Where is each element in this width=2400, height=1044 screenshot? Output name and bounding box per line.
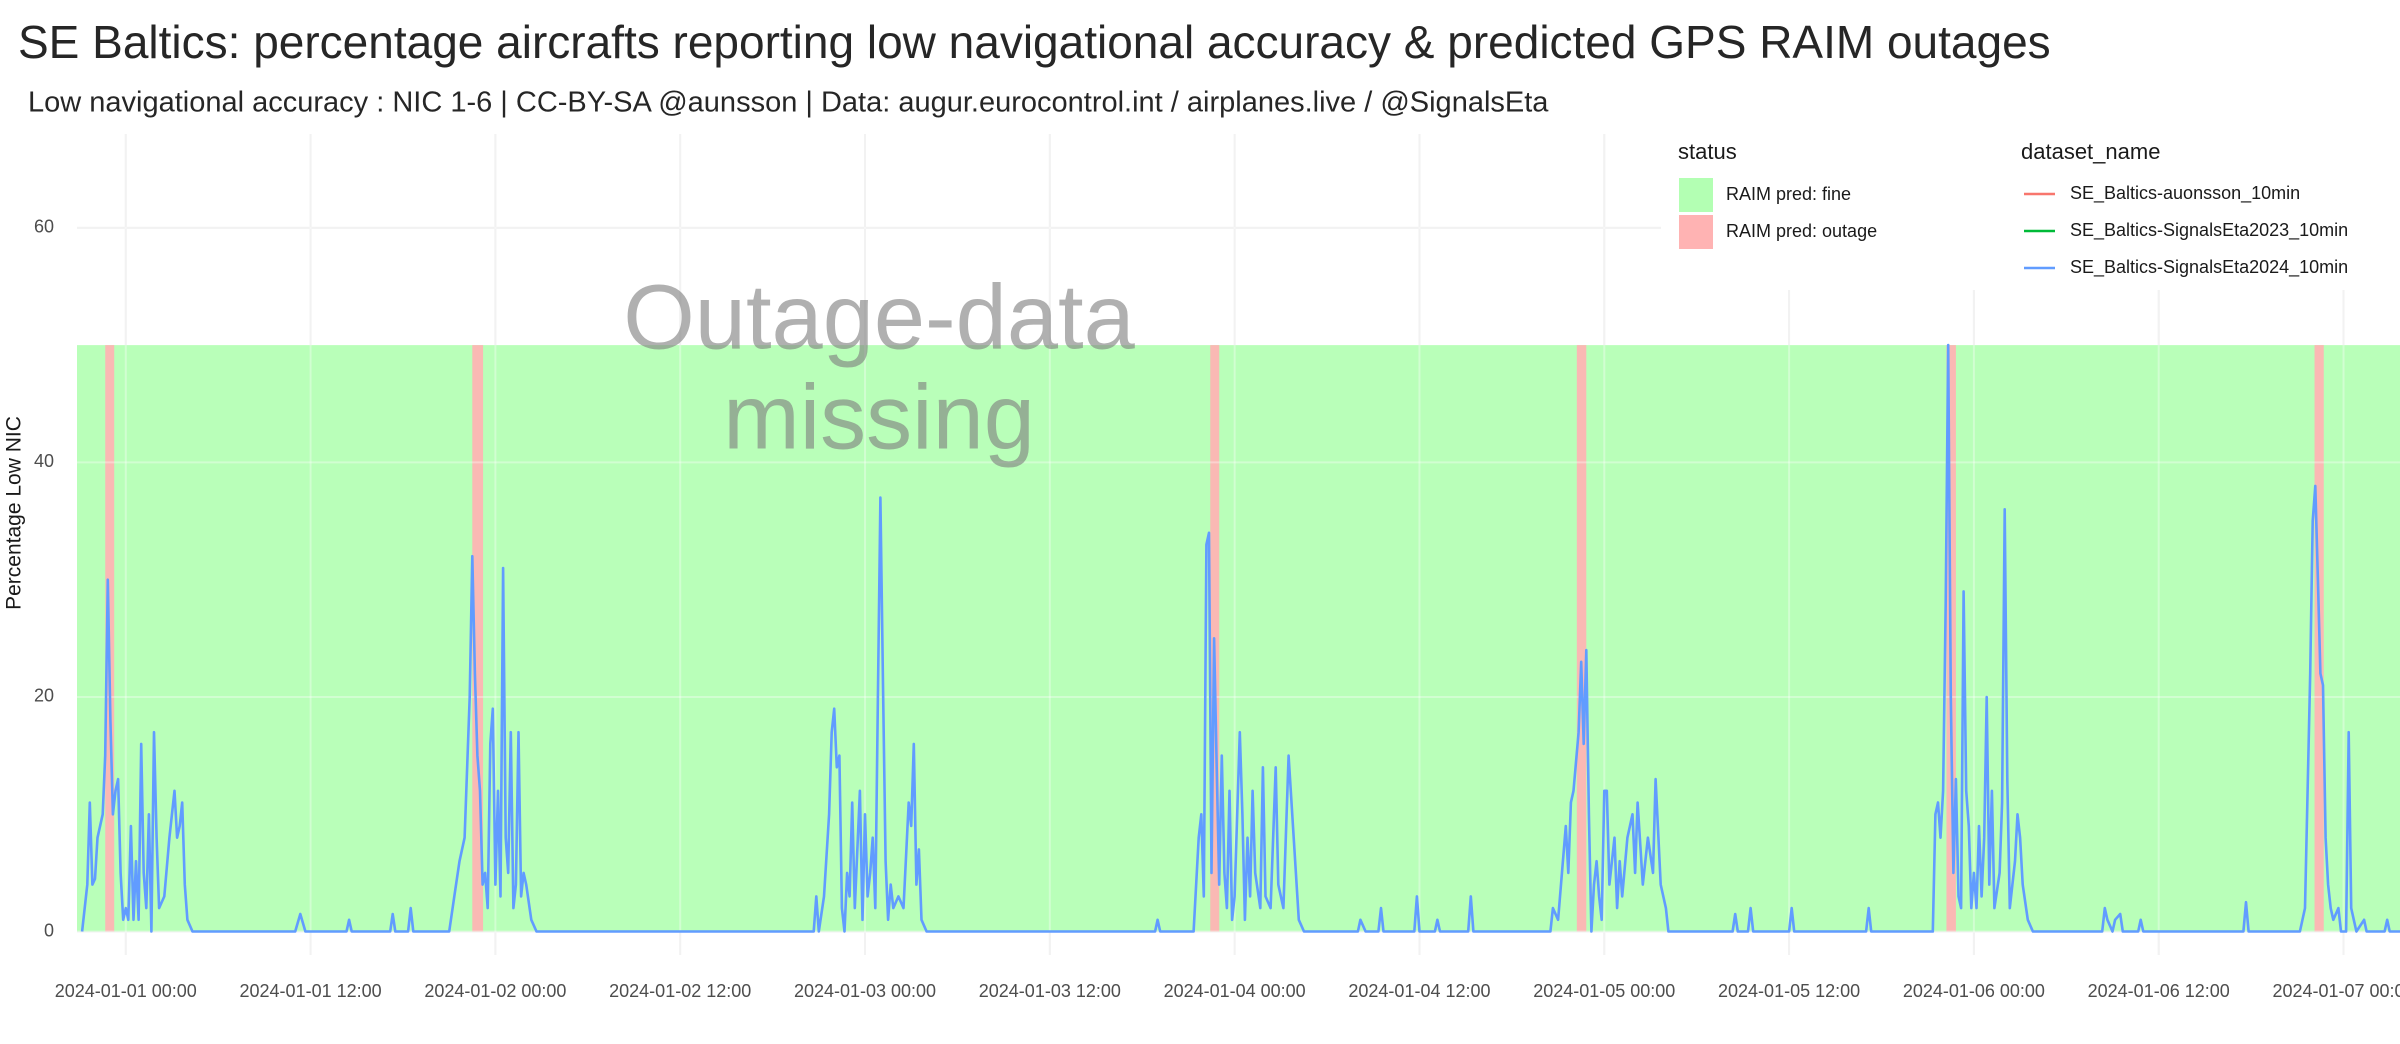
- y-tick-label: 60: [34, 217, 54, 237]
- x-tick-label: 2024-01-02 00:00: [424, 981, 566, 1001]
- legend-label: SE_Baltics-SignalsEta2024_10min: [2070, 257, 2348, 278]
- axes: 0 20 40 60 2024-01-01 00:00 2024-01-01 12:00 2…: [34, 217, 2400, 1001]
- x-tick-label: 2024-01-03 00:00: [794, 981, 936, 1001]
- legend-label: SE_Baltics-auonsson_10min: [2070, 183, 2300, 204]
- x-tick-label: 2024-01-06 12:00: [2088, 981, 2230, 1001]
- status-band: [1576, 345, 1587, 932]
- x-tick-label: 2024-01-05 00:00: [1533, 981, 1675, 1001]
- x-tick-label: 2024-01-07 00:00: [2272, 981, 2400, 1001]
- x-tick-label: 2024-01-03 12:00: [979, 981, 1121, 1001]
- x-tick-label: 2024-01-06 00:00: [1903, 981, 2045, 1001]
- x-tick-label: 2024-01-02 12:00: [609, 981, 751, 1001]
- annotation: Outage-data: [623, 266, 1135, 368]
- x-tick-label: 2024-01-04 12:00: [1348, 981, 1490, 1001]
- grid-overlay: [77, 134, 2400, 955]
- status-band: [472, 345, 484, 932]
- legend-title: dataset_name: [2021, 139, 2160, 164]
- x-tick-label: 2024-01-01 12:00: [240, 981, 382, 1001]
- y-tick-label: 0: [44, 920, 54, 940]
- data-line: [80, 343, 2400, 933]
- legend-label: SE_Baltics-SignalsEta2023_10min: [2070, 220, 2348, 241]
- y-tick-label: 20: [34, 686, 54, 706]
- annotation: missing: [723, 366, 1035, 468]
- legend-label: RAIM pred: fine: [1726, 184, 1851, 204]
- x-tick-label: 2024-01-04 00:00: [1164, 981, 1306, 1001]
- y-tick-label: 40: [34, 451, 54, 471]
- legend-title: status: [1678, 139, 1737, 164]
- x-tick-label: 2024-01-01 00:00: [55, 981, 197, 1001]
- chart-subtitle: Low navigational accuracy : NIC 1-6 | CC…: [28, 87, 1549, 119]
- chart-title: SE Baltics: percentage aircrafts reporti…: [18, 16, 2051, 68]
- legend-label: RAIM pred: outage: [1726, 221, 1877, 241]
- legend: status dataset_name RAIM pred: fine RAIM …: [1678, 139, 2348, 278]
- lines: [80, 343, 2400, 933]
- legend-background: [1661, 122, 2400, 290]
- y-axis-label: Percentage Low NIC: [3, 416, 26, 610]
- legend-key: [1679, 215, 1713, 249]
- status-band: [77, 345, 2400, 932]
- status-bands: [77, 345, 2400, 932]
- legend-key: [1679, 178, 1713, 212]
- x-tick-label: 2024-01-05 12:00: [1718, 981, 1860, 1001]
